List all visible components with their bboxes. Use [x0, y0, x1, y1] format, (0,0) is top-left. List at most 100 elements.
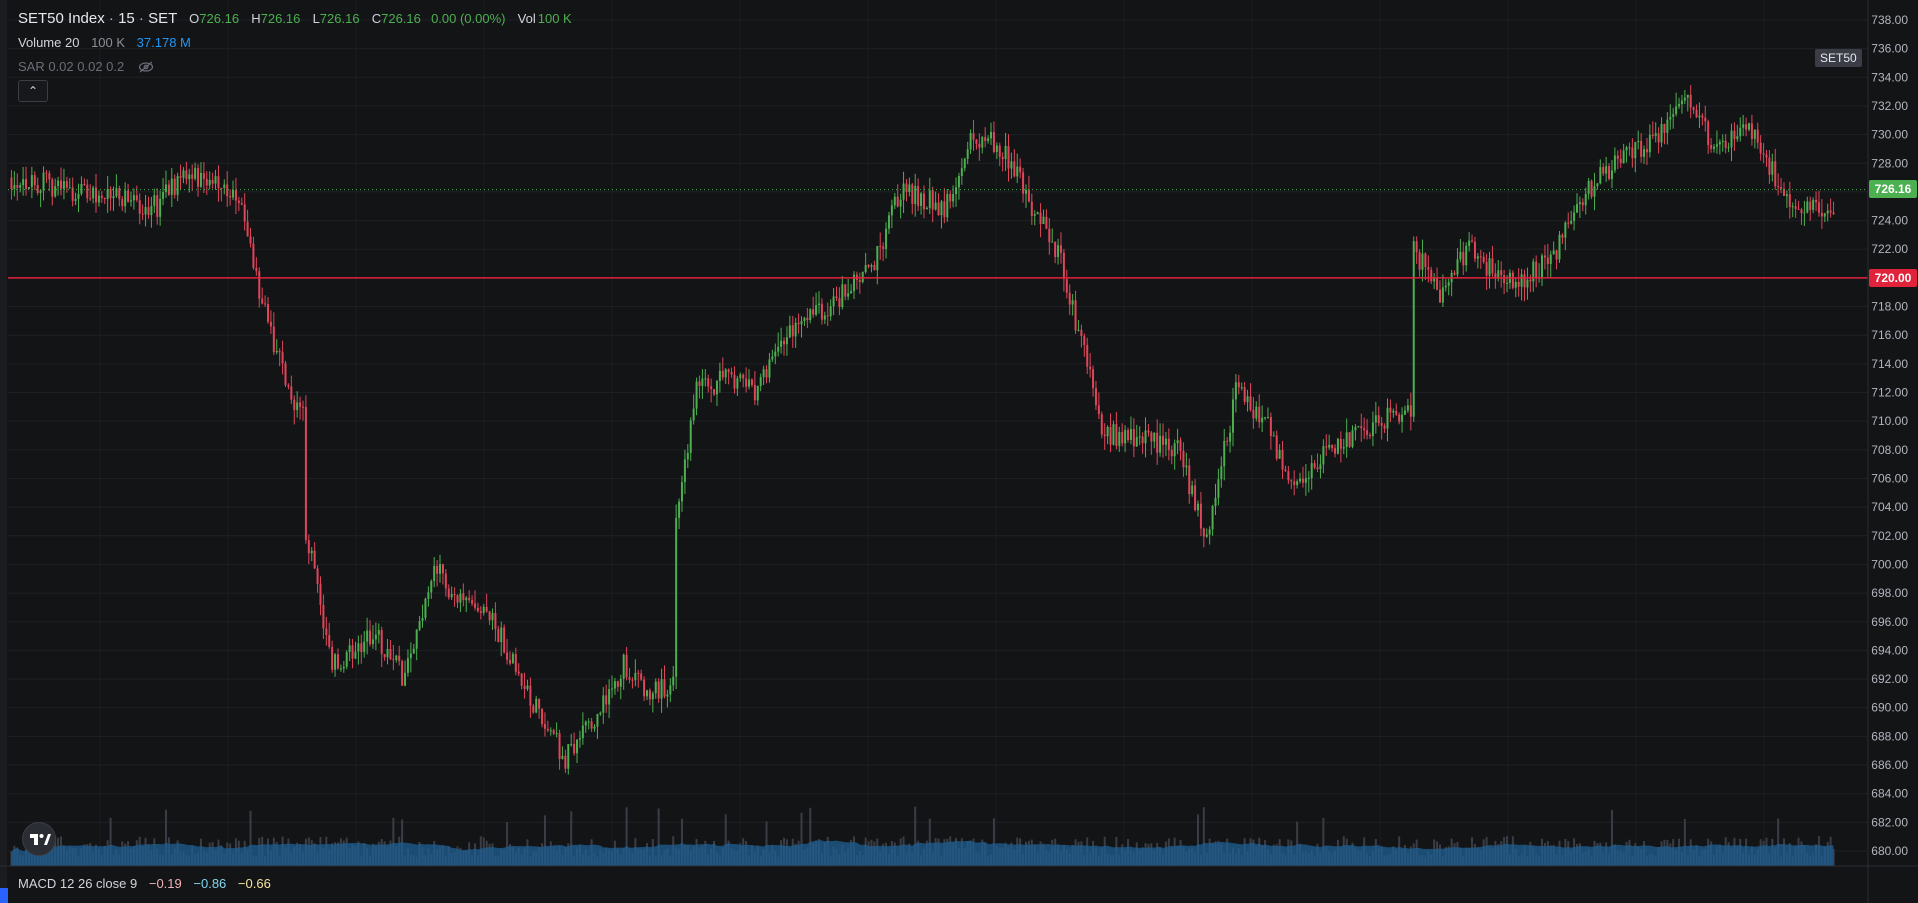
candle-body — [943, 201, 946, 218]
price-tick-label: 734.00 — [1871, 70, 1908, 84]
symbol-legend: SET50 Index · 15 · SET O726.16 H726.16 L… — [18, 10, 572, 27]
candle-body — [1199, 503, 1202, 529]
candle-body — [742, 374, 745, 379]
candle-body — [476, 607, 479, 612]
candle-body — [354, 651, 357, 659]
candle-body — [232, 190, 235, 198]
candle-body — [1325, 446, 1328, 448]
candle-body — [648, 690, 651, 700]
candle-body — [535, 698, 538, 713]
candle-body — [62, 181, 65, 189]
volume-legend[interactable]: Volume 20 100 K 37.178 M — [18, 35, 191, 50]
volume-bar — [1777, 818, 1780, 866]
candle-body — [981, 137, 984, 148]
candle-body — [1092, 369, 1095, 389]
candle-body — [188, 174, 191, 180]
tradingview-logo-icon[interactable] — [22, 822, 56, 856]
candle-body — [494, 612, 497, 630]
candle-body — [864, 265, 867, 273]
candle-body — [1310, 463, 1313, 479]
candle-body — [1800, 209, 1803, 214]
candle-body — [57, 180, 60, 187]
candle-body — [170, 178, 173, 195]
candle-body — [1541, 255, 1544, 278]
candle-body — [1118, 432, 1121, 446]
candle-body — [917, 186, 920, 206]
candle-body — [832, 296, 835, 307]
candle-body — [1030, 201, 1033, 216]
candle-body — [164, 184, 167, 193]
sar-legend[interactable]: SAR 0.02 0.02 0.2 — [18, 59, 154, 74]
candle-body — [173, 178, 176, 195]
candle-body — [1211, 506, 1214, 530]
price-tick-label: 690.00 — [1871, 701, 1908, 715]
candle-body — [797, 322, 800, 325]
symbol-name[interactable]: SET50 Index — [18, 10, 105, 27]
horizontal-line-price-tag[interactable]: 720.00 — [1869, 269, 1917, 287]
candle-body — [185, 170, 188, 180]
candle-body — [68, 187, 71, 189]
candle-body — [299, 402, 302, 407]
candle-body — [1727, 147, 1730, 149]
macd-legend[interactable]: MACD 12 26 close 9 −0.19 −0.86 −0.66 — [18, 876, 271, 891]
candle-body — [398, 655, 401, 662]
candle-body — [1511, 272, 1514, 288]
candle-body — [1651, 134, 1654, 136]
candle-body — [867, 265, 870, 267]
candle-body — [1328, 444, 1331, 448]
volume-indicator-name: Volume 20 — [18, 35, 80, 50]
candle-body — [608, 689, 611, 705]
candle-body — [488, 611, 491, 621]
candle-body — [896, 196, 899, 207]
collapse-legend-button[interactable]: ⌃ — [18, 80, 48, 102]
candle-body — [1191, 485, 1194, 495]
candle-body — [1234, 382, 1237, 400]
candle-body — [1100, 414, 1103, 435]
candle-body — [1054, 241, 1057, 257]
candle-body — [1196, 503, 1199, 511]
volume-bar — [249, 810, 252, 866]
price-tick-label: 716.00 — [1871, 328, 1908, 342]
candle-body — [876, 246, 879, 271]
price-tick-label: 682.00 — [1871, 815, 1908, 829]
candle-body — [1377, 415, 1380, 423]
pane-resize-handle[interactable] — [0, 888, 8, 903]
candle-body — [121, 199, 124, 207]
candle-body — [392, 659, 395, 661]
candle-body — [576, 739, 579, 754]
candle-body — [97, 195, 100, 203]
candle-body — [1086, 344, 1089, 367]
candle-body — [1441, 287, 1444, 303]
candle-body — [1217, 479, 1220, 498]
candle-body — [401, 661, 404, 686]
close-value: 726.16 — [381, 11, 421, 26]
candle-body — [902, 183, 905, 200]
macd-signal-value: −0.66 — [237, 876, 271, 891]
candle-body — [686, 452, 689, 460]
candle-body — [1616, 155, 1619, 159]
eye-slash-icon[interactable] — [138, 61, 154, 73]
price-tick-label: 688.00 — [1871, 729, 1908, 743]
candle-body — [820, 303, 823, 320]
candle-body — [791, 325, 794, 337]
candle-body — [646, 690, 649, 697]
candle-body — [561, 755, 564, 759]
candle-body — [1657, 133, 1660, 143]
candle-body — [1578, 202, 1581, 205]
close-label: C — [371, 11, 382, 26]
interval[interactable]: 15 — [118, 10, 135, 27]
candle-body — [153, 195, 156, 207]
candle-body — [383, 654, 386, 658]
candle-body — [1220, 466, 1223, 480]
candle-body — [1135, 437, 1138, 447]
candle-body — [969, 133, 972, 150]
volume-bar — [680, 818, 683, 866]
volume-bar — [800, 812, 803, 866]
candle-body — [1715, 144, 1718, 147]
candle-body — [558, 733, 561, 759]
candle-body — [748, 379, 751, 387]
candle-body — [605, 695, 608, 705]
candle-body — [762, 369, 765, 378]
candle-body — [1817, 202, 1820, 213]
